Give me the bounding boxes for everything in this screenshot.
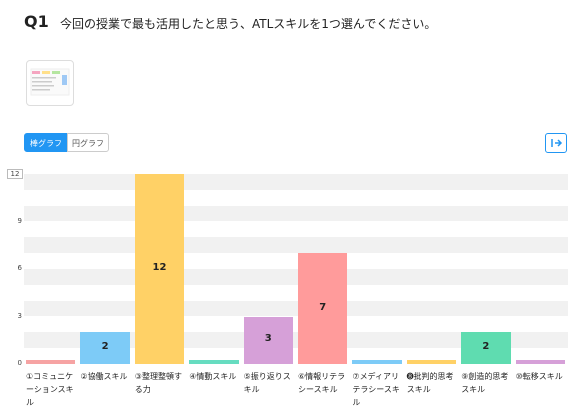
question-text: 今回の授業で最も活用したと思う、ATLスキルを1つ選んでください。 [60, 17, 437, 31]
value-label: 2 [101, 341, 109, 353]
bar [134, 174, 185, 364]
value-label: 2 [482, 341, 490, 353]
grid-stripe [24, 205, 568, 222]
y-tick-label: 6 [17, 264, 22, 272]
thumbnail[interactable] [26, 60, 74, 106]
grid-stripe [24, 300, 568, 317]
grid-stripe [24, 174, 568, 190]
value-label: 12 [152, 262, 167, 273]
export-icon [551, 139, 563, 147]
x-tick-label: ⑦メディアリテラシースキル [352, 372, 400, 407]
y-tick-label: 12 [7, 169, 23, 179]
y-tick-label: 0 [17, 359, 22, 367]
bar [26, 360, 76, 364]
y-tick-label: 9 [17, 216, 22, 225]
x-tick-label: ⑤振り返りスキル [243, 372, 291, 394]
grid-stripe [24, 269, 568, 285]
bar [80, 332, 130, 364]
bar [515, 360, 565, 364]
x-tick-label: ②協働スキル [80, 372, 128, 381]
bar [243, 316, 293, 364]
grid-stripe [24, 237, 568, 254]
bar [298, 253, 348, 364]
question-number: Q1 [24, 12, 49, 31]
x-tick-label: ⑨創造的思考スキル [461, 372, 509, 394]
bar [406, 360, 457, 364]
export-button[interactable] [545, 133, 567, 153]
value-label: 3 [264, 333, 272, 345]
bar [189, 360, 239, 364]
bar-chart-button[interactable]: 棒グラフ [24, 133, 68, 152]
thumbnail-image [30, 68, 70, 96]
y-tick-label: 3 [17, 311, 22, 320]
pie-chart-button[interactable]: 円グラフ [67, 133, 109, 152]
x-tick-label: ➑批判的思考スキル [406, 372, 454, 394]
value-label: 7 [319, 301, 327, 313]
bar [461, 332, 511, 364]
x-tick-label: ③整理整頓する力 [134, 372, 182, 394]
x-tick-label: ①コミュニケーションスキル [26, 372, 74, 407]
x-tick-label: ④情動スキル [189, 372, 237, 381]
x-tick-label: ⑥情報リテラシースキル [298, 372, 346, 394]
x-tick-label: ⑩転移スキル [515, 372, 563, 381]
bar [352, 360, 402, 364]
